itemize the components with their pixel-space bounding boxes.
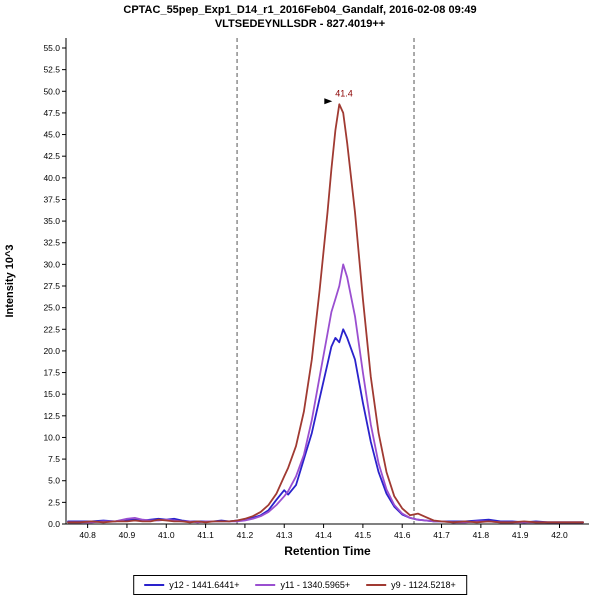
y-tick-label: 17.5 [43,368,60,378]
x-tick-label: 41.3 [276,530,293,540]
y-tick-label: 15.0 [43,389,60,399]
legend-label-y11: y11 - 1340.5965+ [280,580,351,590]
y-tick-label: 22.5 [43,324,60,334]
series-line-y12[interactable] [67,328,584,524]
y-tick-label: 35.0 [43,216,60,226]
x-tick-label: 41.9 [512,530,529,540]
x-axis-label: Retention Time [284,544,371,558]
x-tick-label: 42.0 [551,530,568,540]
legend-label-y9: y9 - 1124.5218+ [391,580,456,590]
y-tick-label: 32.5 [43,238,60,248]
y-tick-label: 55.0 [43,43,60,53]
y-tick-label: 20.0 [43,346,60,356]
y-tick-label: 37.5 [43,194,60,204]
x-tick-label: 41.4 [315,530,332,540]
y-tick-label: 7.5 [48,454,60,464]
y-tick-label: 10.0 [43,432,60,442]
x-tick-label: 40.8 [79,530,96,540]
x-tick-label: 41.2 [237,530,254,540]
peak-arrow-icon [324,98,333,105]
legend-line-swatch-y12 [144,584,165,586]
legend-item-y9: y9 - 1124.5218+ [366,580,456,590]
x-tick-label: 41.0 [158,530,175,540]
peak-annotation-label: 41.4 [335,88,353,98]
legend-line-swatch-y9 [366,584,387,586]
legend-label-y12: y12 - 1441.6441+ [169,580,240,590]
y-tick-label: 0.0 [48,519,60,529]
chart-title: CPTAC_55pep_Exp1_D14_r1_2016Feb04_Gandal… [123,4,477,16]
x-tick-label: 41.7 [433,530,450,540]
chart-subtitle: VLTSEDEYNLLSDR - 827.4019++ [214,18,386,30]
y-tick-label: 42.5 [43,151,60,161]
x-tick-label: 41.1 [197,530,214,540]
legend-item-y11: y11 - 1340.5965+ [255,580,351,590]
legend-item-y12: y12 - 1441.6441+ [144,580,240,590]
y-tick-label: 40.0 [43,173,60,183]
y-tick-label: 25.0 [43,303,60,313]
x-tick-label: 40.9 [119,530,136,540]
y-tick-label: 50.0 [43,86,60,96]
series-line-y9[interactable] [67,103,584,524]
y-tick-label: 47.5 [43,108,60,118]
y-tick-label: 30.0 [43,259,60,269]
series-line-y11[interactable] [67,263,584,524]
x-tick-label: 41.5 [355,530,372,540]
legend-line-swatch-y11 [255,584,276,586]
y-tick-label: 12.5 [43,411,60,421]
y-tick-label: 2.5 [48,497,60,507]
legend: y12 - 1441.6441+ y11 - 1340.5965+ y9 - 1… [133,575,467,595]
x-tick-label: 41.6 [394,530,411,540]
y-tick-label: 52.5 [43,65,60,75]
y-tick-label: 5.0 [48,476,60,486]
y-tick-label: 27.5 [43,281,60,291]
y-tick-label: 45.0 [43,130,60,140]
x-tick-label: 41.8 [473,530,490,540]
plot-area[interactable]: 0.0 2.5 5.0 7.5 10.0 12.5 15.0 17.5 20.0 22.5 25.0… [0,0,600,570]
